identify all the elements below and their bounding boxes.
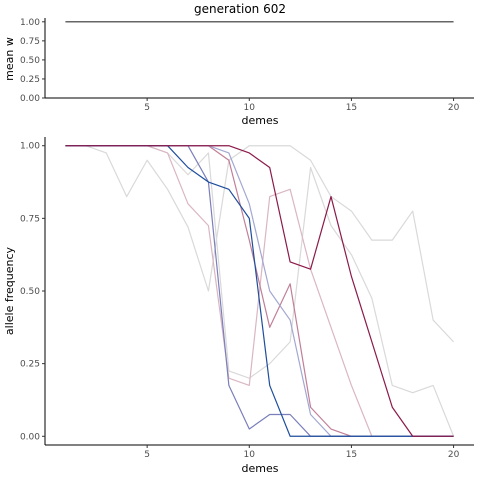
- mean-w-panel: mean w demes 0.00 0.25 0.50 0.75 1.00 5 10 15 20: [3, 18, 474, 127]
- allele-frequency-y-tick-label: 0.50: [20, 287, 40, 297]
- allele-frequency-series-line-1: [65, 145, 455, 343]
- mean-w-x-tick-label: 5: [144, 103, 150, 113]
- mean-w-x-tick-label: 20: [448, 103, 460, 113]
- allele-frequency-panel: allele frequency demes 0.00 0.25 0.50 0.75 1…: [3, 137, 474, 475]
- allele-frequency-y-tick-label: 0.75: [20, 214, 40, 224]
- allele-frequency-x-tick-label: 5: [144, 450, 150, 460]
- mean-w-y-tick-label: 0.25: [20, 75, 40, 85]
- mean-w-y-tick-label: 0.50: [20, 56, 40, 66]
- mean-w-y-tick-label: 0.75: [20, 37, 40, 47]
- allele-frequency-x-tick-label: 20: [448, 450, 460, 460]
- mean-w-y-tick-label: 1.00: [20, 18, 40, 28]
- allele-frequency-x-tick-label: 10: [244, 450, 256, 460]
- allele-frequency-x-axis-title: demes: [242, 462, 279, 475]
- mean-w-y-tick-label: 0.00: [20, 94, 40, 104]
- mean-w-x-axis-title: demes: [242, 114, 279, 127]
- allele-frequency-series-line-8: [65, 145, 454, 437]
- mean-w-x-tick-label: 15: [346, 103, 357, 113]
- allele-frequency-x-tick-label: 15: [346, 450, 357, 460]
- allele-frequency-y-tick-label: 0.00: [20, 432, 40, 442]
- allele-frequency-y-axis-title: allele frequency: [3, 246, 16, 335]
- allele-frequency-y-tick-label: 1.00: [20, 142, 40, 152]
- allele-frequency-y-tick-label: 0.25: [20, 360, 40, 370]
- plot-title: generation 602: [194, 2, 286, 16]
- mean-w-x-tick-label: 10: [244, 103, 256, 113]
- mean-w-y-axis-title: mean w: [3, 37, 16, 81]
